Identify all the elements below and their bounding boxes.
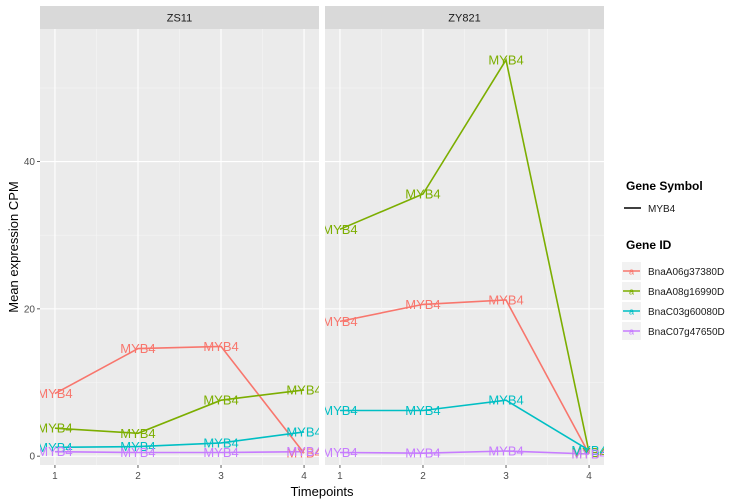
x-tick-label: 4 [586,471,592,482]
data-label: MYB4 [322,222,357,237]
x-tick-label: 3 [218,471,224,482]
data-label: MYB4 [571,445,606,460]
x-tick-label: 1 [52,471,58,482]
data-label: MYB4 [37,440,72,455]
series-line-bnaa08g16990d [339,57,590,453]
facet-strip-label: ZY821 [448,13,480,25]
legend-key-glyph: a [629,307,634,317]
legend-gene-id-title: Gene ID [626,238,672,252]
x-tick-label: 2 [135,471,141,482]
data-label: MYB4 [322,403,357,418]
legend-entry-label: BnaC07g47650D [648,327,725,338]
data-label: MYB4 [286,446,321,461]
data-label: MYB4 [203,339,238,354]
legend-entry-label: BnaA08g16990D [648,287,724,298]
panel-gridlines [40,29,319,465]
x-tick-label: 1 [337,471,343,482]
data-label: MYB4 [203,445,238,460]
data-label: MYB4 [405,403,440,418]
facet-strip [40,6,319,29]
y-tick-label: 20 [24,304,36,315]
legend-key-glyph: a [629,327,634,337]
data-label: MYB4 [488,293,523,308]
legend-key-glyph: a [629,287,634,297]
data-label: MYB4 [488,444,523,459]
data-label: MYB4 [37,444,72,459]
facet-strip-label: ZS11 [167,13,192,25]
data-label: MYB4 [120,445,155,460]
data-label: MYB4 [405,297,440,312]
data-label: MYB4 [37,421,72,436]
legend-gene-symbol-title: Gene Symbol [626,179,703,193]
legend-key-glyph: a [629,267,634,277]
chart-axes: Timepoints Mean expression CPM 1 2 3 4 1 2 3 40… [6,157,592,499]
data-label: MYB4 [286,382,321,397]
data-label: MYB4 [120,439,155,454]
y-tick-label: 0 [29,452,35,463]
data-label: MYB4 [286,424,321,439]
series-line-bnac03g60080d [54,431,305,449]
facet-strip [325,6,604,29]
series-line-bnaa06g37380d [54,345,305,454]
y-axis-title: Mean expression CPM [6,181,21,313]
series-line-bnaa08g16990d [54,389,305,435]
series-line-bnac07g47650d [339,450,590,455]
data-label: MYB4 [120,341,155,356]
data-label: MYB4 [203,393,238,408]
data-label: MYB4 [322,314,357,329]
series-line-bnaa06g37380d [339,299,590,455]
series-line-bnac03g60080d [339,399,590,451]
data-label: MYB4 [571,446,606,461]
series-line-bnac07g47650d [54,450,305,454]
y-tick-label: 40 [24,157,36,168]
legend-gene-symbol-label: MYB4 [648,204,676,215]
data-label: MYB4 [203,435,238,450]
panel-gridlines [325,29,604,465]
legend-entry-label: BnaC03g60080D [648,307,725,318]
data-label: MYB4 [405,446,440,461]
legend-entry-label: BnaA06g37380D [648,267,724,278]
data-label: MYB4 [571,443,606,458]
data-label: MYB4 [322,445,357,460]
data-label: MYB4 [571,446,606,461]
series-group: MYB4 MYB4 MYB4 MYB4 MYB4 MYB4 MYB4 MYB4 MYB4 MYB4… [322,52,606,461]
data-label: MYB4 [405,186,440,201]
data-label: MYB4 [37,386,72,401]
data-label: MYB4 [488,52,523,67]
data-label: MYB4 [488,393,523,408]
chart-legend: Gene Symbol MYB4 Gene ID a BnaA06g37380D a… [622,179,725,340]
x-tick-label: 3 [503,471,509,482]
x-axis-title: Timepoints [290,484,354,499]
x-tick-label: 4 [301,471,307,482]
data-label: MYB4 [120,426,155,441]
data-label: MYB4 [286,444,321,459]
x-tick-label: 2 [420,471,426,482]
